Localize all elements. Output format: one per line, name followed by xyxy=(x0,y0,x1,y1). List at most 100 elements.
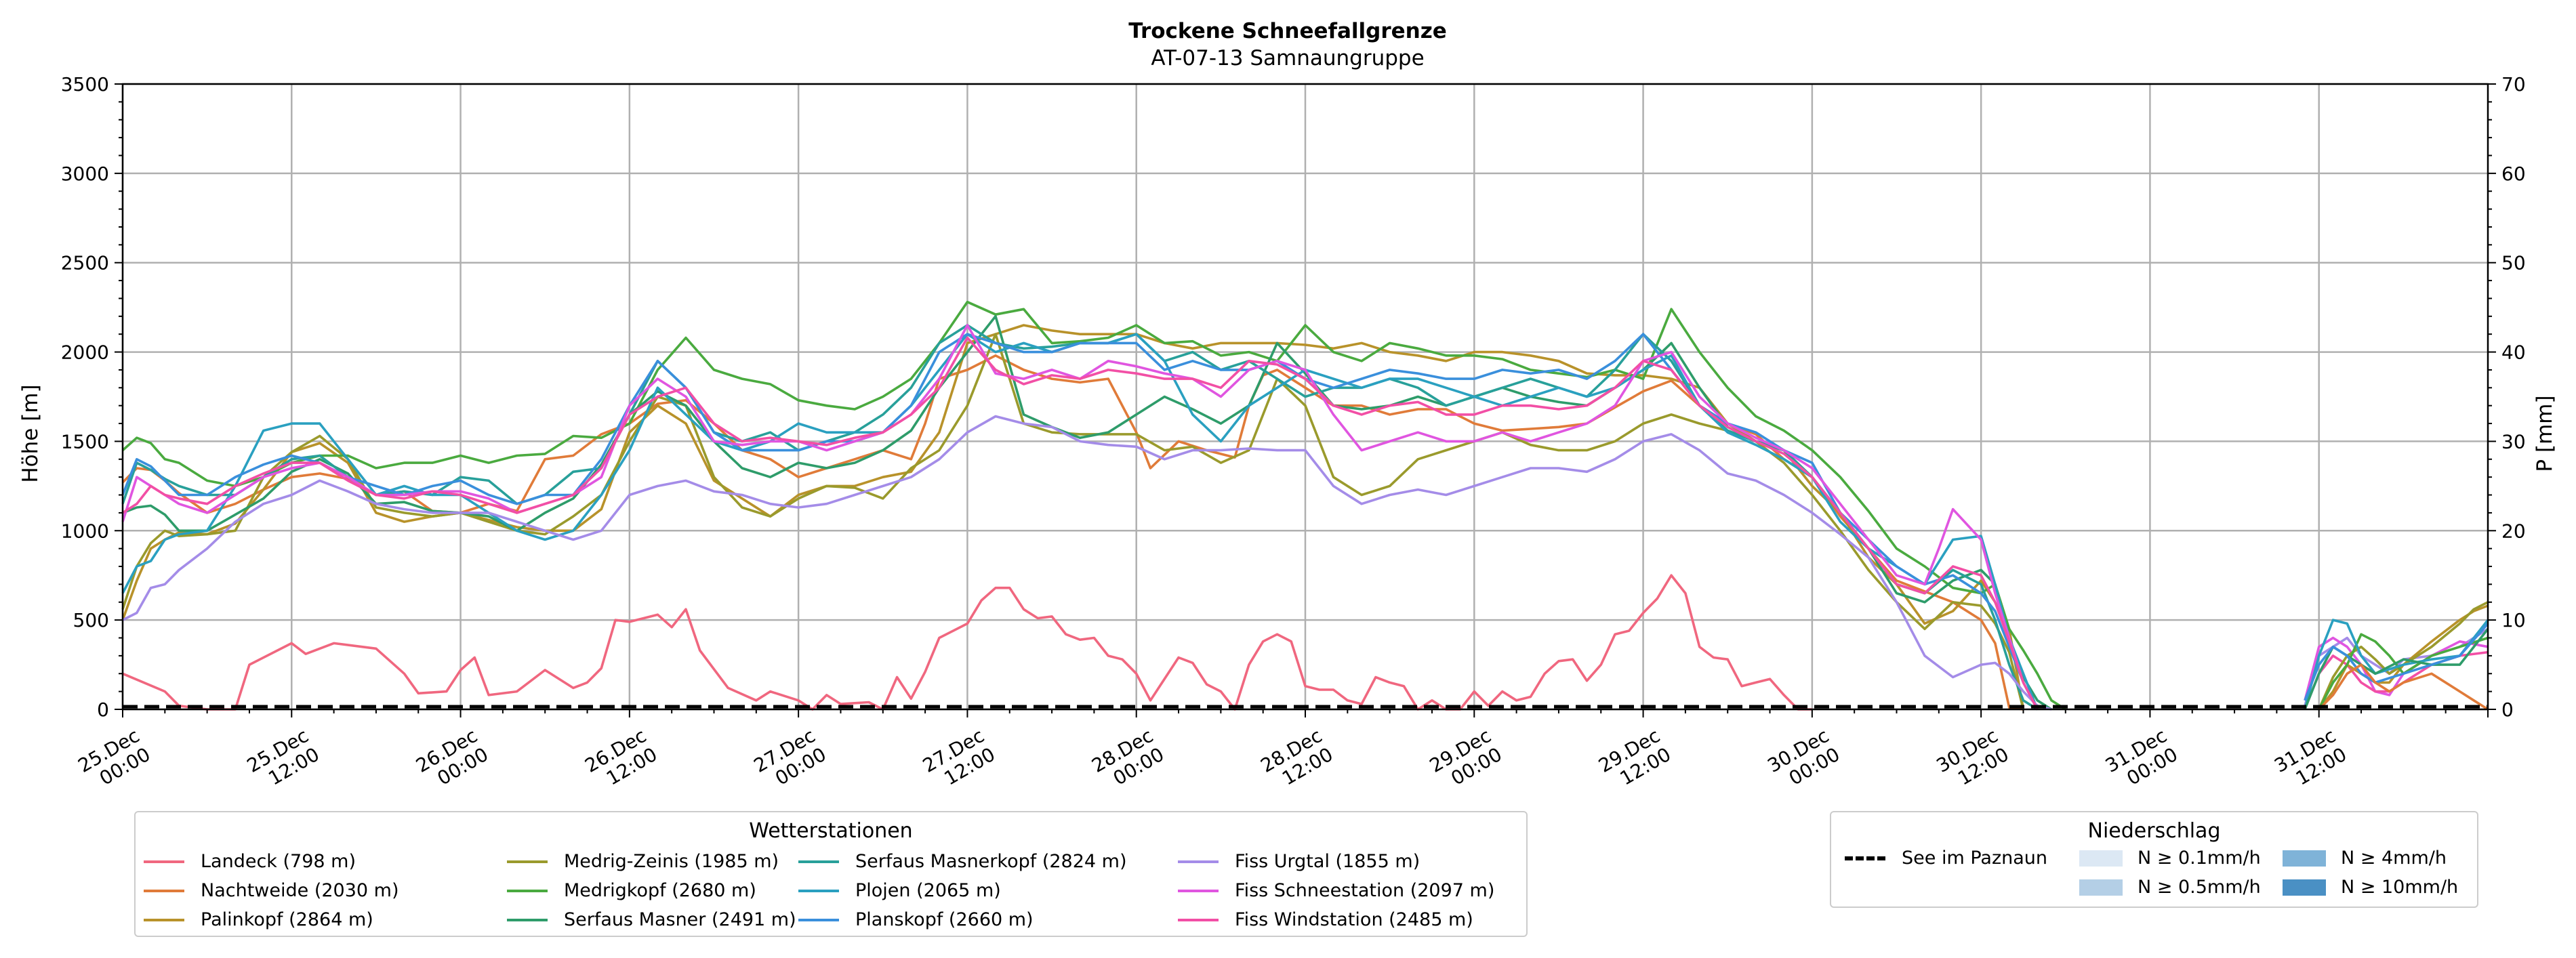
y2-tick-label: 60 xyxy=(2501,163,2526,185)
y2-axis-label: P [mm] xyxy=(2533,395,2557,472)
legend-item-lake: See im Paznaun xyxy=(1845,848,2047,869)
series-line xyxy=(122,574,1812,711)
stations-legend-title: Wetterstationen xyxy=(749,819,913,843)
y-tick-label: 500 xyxy=(73,609,109,631)
legend-item-label: See im Paznaun xyxy=(1902,848,2047,869)
y-tick-label: 3000 xyxy=(61,163,109,185)
legend-item-label: N ≥ 4mm/h xyxy=(2341,848,2447,869)
y2-tick-label: 40 xyxy=(2501,341,2526,364)
legend-item: Medrig-Zeinis (1985 m) xyxy=(507,851,779,872)
line-swatch xyxy=(1178,860,1219,863)
line-swatch xyxy=(144,860,184,863)
series-lines xyxy=(121,300,2489,711)
y-tick-label: 3500 xyxy=(61,73,109,96)
series-line xyxy=(121,324,2025,710)
series-line xyxy=(122,336,2039,710)
series-line-segment xyxy=(2318,633,2489,710)
series-line-segment xyxy=(2304,628,2489,710)
series-line xyxy=(121,300,2066,711)
y2-tick-label: 20 xyxy=(2501,520,2526,542)
legend-item: Fiss Urgtal (1855 m) xyxy=(1178,851,1420,872)
series-line xyxy=(121,354,2024,711)
precip-legend: Niederschlag See im Paznaun N ≥ 0.1mm/h N… xyxy=(1830,811,2478,908)
y-tick-label: 1000 xyxy=(61,520,109,542)
legend-item-label: Medrigkopf (2680 m) xyxy=(564,880,756,901)
series-line-segment xyxy=(2318,604,2489,711)
legend-item-label: Fiss Schneestation (2097 m) xyxy=(1235,880,1495,901)
legend-item-label: Nachtweide (2030 m) xyxy=(201,880,399,901)
legend-item: Fiss Windstation (2485 m) xyxy=(1178,909,1473,930)
legend-item: N ≥ 0.5mm/h xyxy=(2079,877,2261,898)
legend-item-label: Medrig-Zeinis (1985 m) xyxy=(564,851,779,872)
y2-tick-label: 70 xyxy=(2501,73,2526,96)
line-swatch xyxy=(144,889,184,892)
line-swatch xyxy=(507,860,548,863)
legend-item: Serfaus Masner (2491 m) xyxy=(507,909,796,930)
series-line xyxy=(122,415,2052,711)
y2-tick-label: 50 xyxy=(2501,252,2526,274)
line-swatch xyxy=(798,889,839,892)
line-swatch xyxy=(1178,889,1219,892)
chart-title: Trockene Schneefallgrenze xyxy=(1128,19,1447,43)
legend-item-label: N ≥ 10mm/h xyxy=(2341,877,2459,898)
legend-item-label: Fiss Urgtal (1855 m) xyxy=(1235,851,1420,872)
legend-item-label: Planskopf (2660 m) xyxy=(855,909,1034,930)
legend-item: Palinkopf (2864 m) xyxy=(144,909,373,930)
color-patch xyxy=(2283,879,2326,896)
line-swatch xyxy=(798,918,839,921)
legend-item-label: Plojen (2065 m) xyxy=(855,880,1001,901)
y-tick-label: 2500 xyxy=(61,252,109,274)
legend-item: Plojen (2065 m) xyxy=(798,880,1001,901)
axes: 0 500 1000 1500 2000 2500 3000 3500 0 10 20 30 40 50 6… xyxy=(61,73,2526,790)
series-line xyxy=(121,324,2039,710)
color-patch xyxy=(2079,850,2123,867)
line-swatch xyxy=(1178,918,1219,921)
chart-subtitle: AT-07-13 Samnaungruppe xyxy=(1151,46,1424,70)
legend-item: N ≥ 0.1mm/h xyxy=(2079,848,2261,869)
legend-item: Medrigkopf (2680 m) xyxy=(507,880,756,901)
legend-item-label: Landeck (798 m) xyxy=(201,851,356,872)
series-line-segment xyxy=(2304,623,2489,701)
legend-item-label: N ≥ 0.1mm/h xyxy=(2138,848,2261,869)
dash-swatch xyxy=(1845,856,1885,860)
series-line-segment xyxy=(2318,601,2489,710)
legend-item: N ≥ 10mm/h xyxy=(2283,877,2458,898)
legend-item-label: N ≥ 0.5mm/h xyxy=(2138,877,2261,898)
legend-item: Landeck (798 m) xyxy=(144,851,356,872)
legend-item-label: Palinkopf (2864 m) xyxy=(201,909,373,930)
legend-item: Nachtweide (2030 m) xyxy=(144,880,398,901)
y2-tick-label: 30 xyxy=(2501,430,2526,453)
legend-item: Serfaus Masnerkopf (2824 m) xyxy=(798,851,1126,872)
series-line-segment xyxy=(2318,663,2489,711)
stations-legend: Wetterstationen Landeck (798 m) Nachtweid… xyxy=(134,811,1528,937)
legend-item: Planskopf (2660 m) xyxy=(798,909,1034,930)
y2-tick-label: 10 xyxy=(2501,609,2526,631)
y2-tick-label: 0 xyxy=(2501,699,2514,721)
color-patch xyxy=(2283,850,2326,867)
line-swatch xyxy=(507,889,548,892)
legend-item: Fiss Schneestation (2097 m) xyxy=(1178,880,1494,901)
line-swatch xyxy=(144,918,184,921)
legend-item-label: Fiss Windstation (2485 m) xyxy=(1235,909,1473,930)
y-tick-label: 1500 xyxy=(61,430,109,453)
legend-item-label: Serfaus Masner (2491 m) xyxy=(564,909,796,930)
legend-item-label: Serfaus Masnerkopf (2824 m) xyxy=(855,851,1127,872)
y-axis-label: Höhe [m] xyxy=(18,384,43,482)
series-line-segment xyxy=(2304,619,2489,710)
line-swatch xyxy=(798,860,839,863)
